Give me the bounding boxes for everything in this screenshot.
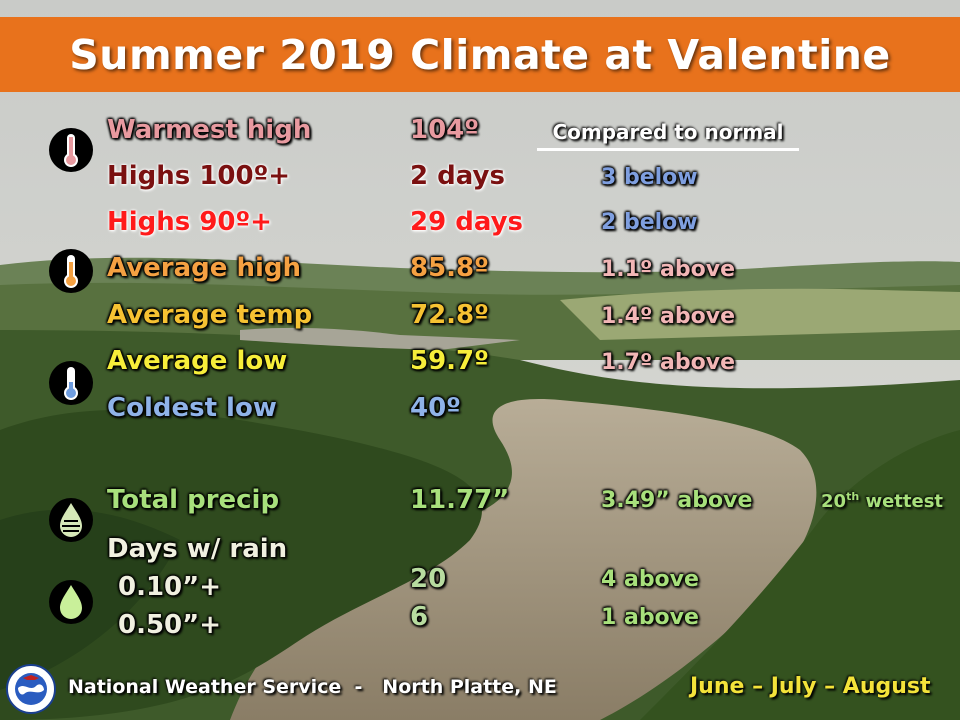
footer-office: National Weather Service - North Platte,… [68,676,557,698]
compare-average-high: 1.1º above [601,257,736,282]
compare-highs-100: 3 below [601,165,698,190]
footer-office-name: North Platte, NE [382,676,557,698]
value-highs-100: 2 days [410,161,505,191]
label-warmest-high: Warmest high [107,115,312,145]
thermometer-blue-icon [49,361,93,405]
thermometer-orange-icon [49,249,93,293]
label-days-with-rain: Days w/ rain [107,534,288,564]
label-average-high: Average high [107,253,301,283]
rank-text: wettest [865,491,944,512]
wettest-rank: 20th wettest [821,490,943,512]
value-average-low: 59.7º [410,346,489,376]
label-total-precip: Total precip [107,485,280,515]
thermometer-red-icon [49,128,93,172]
value-highs-90: 29 days [410,207,524,237]
label-average-temp: Average temp [107,300,313,330]
rain-drop-icon [49,580,93,624]
footer-agency: National Weather Service [68,676,342,698]
precip-drop-icon [49,498,93,542]
label-coldest-low: Coldest low [107,393,277,423]
value-average-temp: 72.8º [410,300,489,330]
compare-average-low: 1.7º above [601,350,736,375]
period-months: June – July – August [690,674,931,699]
label-average-low: Average low [107,346,288,376]
compare-average-temp: 1.4º above [601,304,736,329]
compare-total-precip: 3.49” above [601,488,753,513]
label-highs-100: Highs 100º+ [107,161,291,191]
compare-rain-010: 4 above [601,567,699,592]
value-coldest-low: 40º [410,393,461,423]
label-rain-050: 0.50”+ [118,610,222,640]
compared-header: Compared to normal [537,120,799,151]
footer-separator: - [354,676,363,698]
rank-number: 20 [821,491,847,512]
title-banner: Summer 2019 Climate at Valentine [0,17,960,92]
value-average-high: 85.8º [410,253,489,283]
value-rain-050: 6 [410,602,429,632]
page-title: Summer 2019 Climate at Valentine [69,30,891,79]
compare-rain-050: 1 above [601,605,699,630]
label-rain-010: 0.10”+ [118,572,222,602]
value-rain-010: 20 [410,564,447,594]
value-warmest-high: 104º [410,115,479,145]
nws-logo [6,664,56,714]
value-total-precip: 11.77” [410,485,510,515]
compare-highs-90: 2 below [601,210,698,235]
label-highs-90: Highs 90º+ [107,207,272,237]
rank-suffix: th [846,490,860,503]
